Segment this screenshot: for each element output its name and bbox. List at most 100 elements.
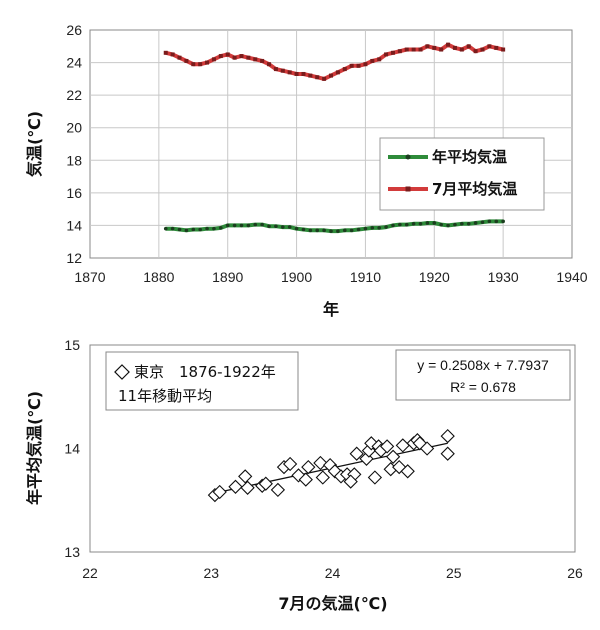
- annual-point: [425, 221, 430, 225]
- scatter-point: [440, 446, 455, 461]
- y-axis-title: 気温(℃): [25, 111, 44, 177]
- july-point: [211, 57, 216, 62]
- legend-box: [105, 351, 299, 411]
- annual-point: [301, 227, 306, 232]
- annual-point: [411, 222, 416, 226]
- annual-point: [253, 222, 258, 227]
- y-tick-label: 22: [66, 87, 82, 103]
- annual-point: [356, 227, 361, 232]
- scatter-point: [343, 474, 358, 489]
- july-point: [322, 76, 327, 81]
- july-point: [487, 44, 492, 49]
- x-axis-title: 7月の気温(℃): [278, 594, 387, 613]
- annual-point: [418, 222, 423, 226]
- scatter-point: [315, 470, 330, 485]
- july-point: [315, 75, 320, 80]
- july-point: [335, 70, 340, 75]
- july-point: [397, 49, 402, 54]
- annual-point: [246, 223, 251, 228]
- scatter-point: [440, 428, 455, 444]
- july-point: [439, 47, 444, 52]
- july-point: [260, 58, 265, 63]
- july-point: [356, 63, 361, 68]
- scatter-point: [282, 456, 298, 472]
- annual-point: [363, 226, 368, 231]
- annual-point: [170, 226, 175, 231]
- july-point: [446, 42, 451, 47]
- annual-point: [184, 228, 189, 233]
- annual-point: [349, 228, 354, 233]
- y-tick-label: 18: [66, 152, 82, 168]
- july-point: [384, 52, 389, 57]
- annual-point: [260, 222, 264, 227]
- july-point: [239, 54, 244, 59]
- scatter-point: [385, 449, 401, 464]
- july-point: [170, 52, 175, 57]
- annual-point: [205, 226, 209, 231]
- july-point: [177, 55, 182, 60]
- legend-annual-label: 年平均気温: [432, 148, 507, 166]
- x-tick-label: 25: [446, 565, 462, 581]
- july-point: [308, 73, 313, 78]
- scatter-point: [313, 455, 328, 471]
- scatter-point: [238, 469, 253, 484]
- july-point: [390, 50, 395, 55]
- july-point: [273, 67, 278, 72]
- annual-point: [329, 229, 333, 233]
- annual-point: [267, 224, 271, 229]
- july-point: [459, 47, 464, 52]
- july-point: [473, 49, 478, 54]
- july-point: [377, 57, 382, 62]
- annual-point: [453, 222, 457, 227]
- y-tick-label: 14: [64, 441, 80, 457]
- annual-point: [308, 228, 313, 233]
- july-point: [294, 71, 299, 76]
- july-point: [163, 50, 168, 55]
- annual-point: [342, 228, 347, 233]
- july-point: [501, 47, 506, 52]
- annual-point: [384, 225, 388, 229]
- july-point: [418, 47, 423, 52]
- july-point: [342, 67, 347, 72]
- scatter-point: [212, 484, 227, 500]
- legend-diamond-marker: [114, 364, 130, 380]
- x-tick-label: 1930: [488, 269, 519, 285]
- annual-point: [336, 229, 340, 233]
- annual-point: [239, 223, 244, 228]
- july-point: [411, 47, 416, 52]
- annual-point: [281, 225, 285, 229]
- scatter-point: [395, 438, 410, 453]
- scatter-point: [258, 476, 273, 491]
- legend-line2: 11年移動平均: [118, 387, 212, 405]
- july-point: [480, 47, 485, 52]
- july-point: [232, 55, 237, 60]
- y-tick-label: 12: [66, 250, 82, 266]
- scatter-point: [379, 439, 395, 454]
- legend: 年平均気温 7月平均気温: [379, 137, 545, 211]
- annual-point: [439, 222, 443, 227]
- scatter-point: [228, 479, 243, 494]
- scatter-point: [270, 482, 286, 498]
- annual-point: [398, 222, 402, 227]
- x-tick-label: 23: [203, 565, 219, 581]
- legend-july-marker: [405, 186, 411, 192]
- x-tick-label: 1910: [350, 269, 381, 285]
- july-point: [452, 45, 457, 50]
- y-tick-labels: 12 14 16 18 20 22 24 26: [66, 22, 82, 266]
- x-tick-labels: 1870 1880 1890 1900 1910 1920 1930 1940: [74, 269, 587, 285]
- y-tick-label: 13: [64, 544, 80, 560]
- july-point: [191, 62, 196, 67]
- x-tick-label: 22: [82, 565, 98, 581]
- july-point: [287, 70, 292, 75]
- annual-point: [501, 219, 505, 224]
- annual-point: [274, 224, 278, 229]
- july-point: [205, 60, 210, 65]
- annual-point: [225, 223, 230, 228]
- r-squared: R² = 0.678: [450, 379, 516, 395]
- y-tick-label: 24: [66, 55, 82, 71]
- y-tick-label: 14: [66, 217, 82, 233]
- july-point: [425, 44, 430, 49]
- x-tick-label: 1900: [281, 269, 312, 285]
- annual-point: [494, 219, 499, 224]
